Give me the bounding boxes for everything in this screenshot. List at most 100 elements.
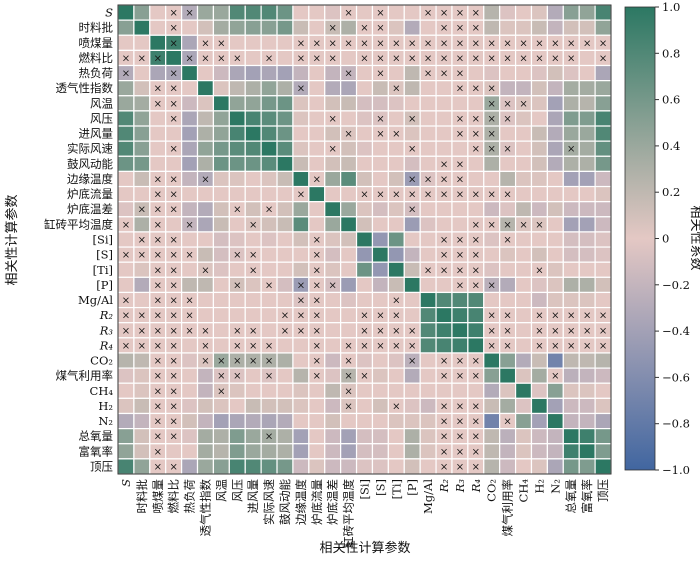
x-tick-label: 燃料比 — [167, 479, 181, 514]
insignificant-marker: × — [154, 84, 162, 95]
heatmap-cell — [355, 110, 374, 127]
heatmap-cell — [514, 64, 533, 82]
x-tick-label: 炉底流量 — [310, 479, 324, 525]
insignificant-marker: × — [424, 38, 432, 49]
heatmap-cell — [403, 428, 421, 445]
heatmap-cell — [324, 155, 342, 173]
insignificant-marker: × — [313, 174, 321, 185]
heatmap-cell — [594, 352, 612, 369]
heatmap-cell — [594, 367, 612, 384]
heatmap-cell — [562, 382, 580, 399]
x-tick-label: 风温 — [214, 479, 228, 502]
heatmap-cell — [324, 367, 342, 384]
insignificant-marker: × — [138, 311, 146, 322]
heatmap-cell — [499, 291, 517, 309]
insignificant-marker: × — [313, 250, 321, 261]
insignificant-marker: × — [456, 38, 464, 49]
insignificant-marker: × — [169, 432, 177, 443]
insignificant-marker: × — [456, 265, 464, 276]
heatmap-cell — [276, 125, 294, 142]
insignificant-marker: × — [233, 341, 241, 352]
heatmap-cell — [578, 4, 596, 21]
heatmap-cell — [371, 216, 389, 233]
heatmap-cell — [149, 110, 167, 127]
insignificant-marker: × — [440, 69, 448, 80]
heatmap-cell — [212, 155, 230, 173]
insignificant-marker: × — [503, 417, 511, 428]
colorbar-tick-label: −0.8 — [662, 417, 690, 431]
colorbar — [624, 6, 656, 471]
heatmap-cell — [133, 367, 151, 384]
heatmap-cell — [340, 201, 358, 218]
insignificant-marker: × — [169, 311, 177, 322]
heatmap-cell — [117, 397, 135, 415]
insignificant-marker: × — [456, 190, 464, 201]
insignificant-marker: × — [122, 296, 130, 307]
heatmap-cell — [467, 64, 485, 82]
heatmap-cell — [530, 125, 548, 142]
heatmap-cell — [467, 322, 485, 339]
heatmap-cell — [212, 322, 230, 339]
insignificant-marker: × — [169, 205, 177, 216]
heatmap-cell — [435, 337, 453, 354]
heatmap-cell — [387, 412, 405, 430]
heatmap-cell — [292, 337, 310, 354]
heatmap-cell — [340, 322, 358, 339]
heatmap-cell — [546, 155, 564, 173]
heatmap-cell — [324, 412, 342, 430]
heatmap-cell — [435, 382, 453, 399]
insignificant-marker: × — [408, 174, 416, 185]
heatmap-cell — [133, 382, 151, 399]
heatmap-cell — [212, 95, 230, 112]
heatmap-cell — [181, 261, 199, 278]
x-tick-label: 鼓风动能 — [278, 479, 292, 525]
heatmap-cell — [594, 412, 612, 430]
x-tick-label: H₂ — [532, 479, 546, 494]
insignificant-marker: × — [154, 190, 162, 201]
heatmap-cell — [419, 306, 437, 324]
insignificant-marker: × — [503, 53, 511, 64]
heatmap-cell — [340, 140, 358, 157]
insignificant-marker: × — [185, 296, 193, 307]
heatmap-cell — [546, 64, 564, 82]
heatmap-cell — [546, 382, 564, 399]
insignificant-marker: × — [599, 311, 607, 322]
heatmap-cell — [212, 110, 230, 127]
heatmap-cell — [578, 125, 596, 142]
heatmap-cell — [292, 397, 310, 415]
heatmap-cell — [403, 216, 421, 233]
insignificant-marker: × — [392, 38, 400, 49]
insignificant-marker: × — [313, 326, 321, 337]
heatmap-cell — [419, 428, 437, 445]
heatmap-cell — [244, 231, 262, 248]
heatmap-cell — [181, 185, 199, 203]
heatmap-cell — [212, 246, 230, 263]
insignificant-marker: × — [408, 38, 416, 49]
insignificant-marker: × — [249, 250, 257, 261]
heatmap-cell — [276, 291, 294, 309]
heatmap-cell — [546, 170, 564, 188]
insignificant-marker: × — [551, 371, 559, 382]
heatmap-cell — [371, 170, 389, 188]
insignificant-marker: × — [265, 205, 273, 216]
heatmap-cell — [324, 185, 342, 203]
y-tick-label: 风压 — [90, 111, 113, 125]
heatmap-cell — [467, 306, 485, 324]
insignificant-marker: × — [503, 38, 511, 49]
insignificant-marker: × — [503, 99, 511, 110]
heatmap-cell — [340, 95, 358, 112]
insignificant-marker: × — [567, 53, 575, 64]
heatmap-cell — [419, 125, 437, 142]
heatmap-cell — [276, 397, 294, 415]
y-tick-label: S — [105, 6, 113, 20]
y-tick-label: [Ti] — [93, 263, 113, 277]
insignificant-marker: × — [169, 144, 177, 155]
heatmap-cell — [594, 246, 612, 263]
heatmap-cell — [260, 261, 278, 278]
heatmap-cell — [594, 216, 612, 233]
heatmap-cell — [228, 95, 246, 112]
heatmap-cell — [133, 19, 151, 36]
heatmap-cell — [467, 170, 485, 188]
insignificant-marker: × — [456, 250, 464, 261]
heatmap-cell — [578, 49, 596, 67]
